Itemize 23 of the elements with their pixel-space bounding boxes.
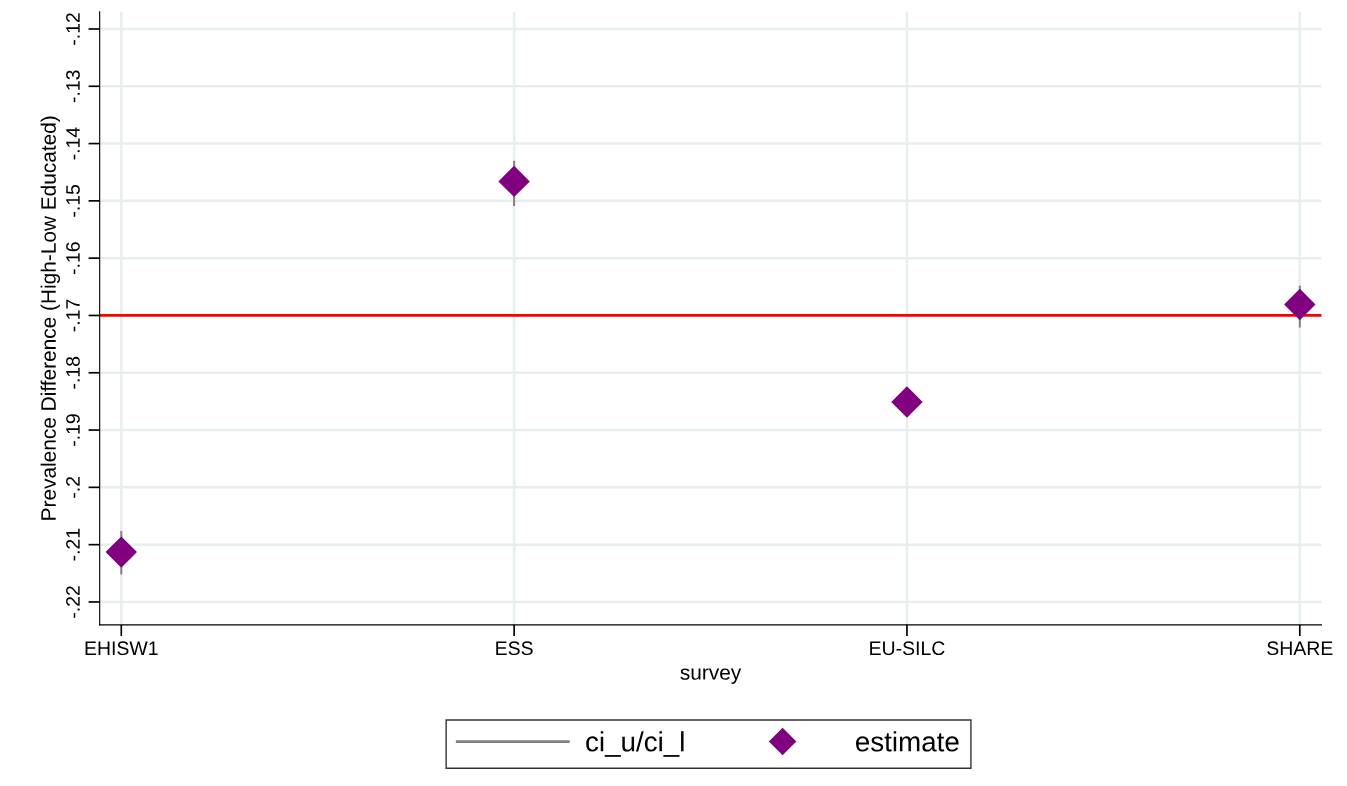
- y-tick-label: -.15: [66, 184, 80, 217]
- y-tick-label: -.12: [66, 13, 80, 45]
- legend-label: ci_u/ci_l: [586, 731, 684, 757]
- y-tick-label: -.16: [66, 242, 80, 275]
- y-tick-label: -.19: [66, 414, 80, 446]
- legend-label: estimate: [856, 731, 959, 752]
- x-tick-label: EU-SILC: [870, 641, 945, 656]
- point: [891, 386, 923, 418]
- x-tick-label: SHARE: [1267, 641, 1333, 656]
- point: [1284, 289, 1316, 321]
- x-axis-title: survey: [680, 668, 742, 684]
- y-tick-label: -.13: [66, 70, 80, 103]
- y-tick-label: -.22: [66, 586, 80, 618]
- y-tick-label: -.2: [66, 476, 80, 498]
- x-tick-label: ESS: [496, 641, 533, 656]
- point: [105, 536, 137, 568]
- point: [498, 165, 530, 197]
- y-tick-label: -.17: [66, 299, 80, 332]
- y-tick-label: -.18: [66, 356, 80, 389]
- y-tick-label: -.21: [66, 528, 80, 561]
- y-tick-label: -.14: [66, 127, 80, 160]
- x-tick-label: EHISW1: [85, 641, 158, 656]
- y-axis-title: Prevalence Difference (High-Low Educated): [40, 116, 61, 520]
